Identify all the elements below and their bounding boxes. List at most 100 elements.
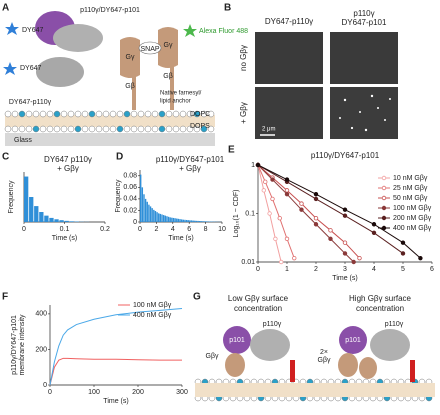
lipid: [186, 125, 194, 133]
marker: [313, 216, 319, 221]
lipid: [172, 125, 180, 133]
column-heading: DY647-p101: [342, 18, 387, 27]
bar: [185, 219, 188, 222]
lipid: [179, 125, 187, 133]
marker: [342, 213, 348, 218]
lipid: [137, 125, 145, 133]
y-tick-label: 0.04: [123, 196, 137, 203]
marker: [270, 177, 275, 182]
lipid: [179, 110, 187, 118]
lipid: [39, 125, 47, 133]
line: [49, 308, 183, 386]
lipid: [74, 125, 82, 133]
lipid: [123, 110, 131, 118]
legend-swatch: [381, 175, 387, 181]
lipid: [53, 110, 61, 118]
lipid: [207, 110, 215, 118]
bar: [205, 221, 207, 222]
diagram-label: DY647-p110γ: [9, 99, 52, 106]
lipid: [130, 125, 138, 133]
bar: [184, 219, 186, 222]
lipid: [172, 110, 180, 118]
legend-swatch: [381, 215, 387, 221]
panel-label: G: [193, 292, 201, 303]
bar: [161, 214, 163, 222]
lipid: [39, 110, 47, 118]
bar: [29, 197, 34, 222]
diagram-label: Gβγ: [318, 357, 331, 364]
y-tick-label: 1: [251, 162, 255, 169]
bar: [208, 221, 211, 222]
lipid: [60, 125, 68, 133]
marker: [351, 259, 356, 265]
lipid: [4, 110, 12, 118]
bar: [69, 221, 74, 222]
bar: [24, 176, 29, 222]
marker: [400, 251, 406, 256]
marker: [299, 201, 304, 206]
panel-label: F: [2, 292, 8, 303]
bar: [190, 220, 193, 222]
diagram-label: Gγ: [164, 42, 173, 49]
panel-label: C: [2, 152, 9, 163]
bar: [148, 204, 150, 222]
lipid: [158, 125, 166, 133]
legend-label: 10 nM Gβγ: [393, 175, 428, 182]
bar: [158, 213, 160, 222]
marker: [371, 230, 377, 236]
chart-title: + Gβγ: [179, 164, 201, 173]
bar: [34, 206, 39, 222]
marker: [299, 207, 304, 212]
chart-title: + Gβγ: [57, 164, 79, 173]
lipid: [53, 125, 61, 133]
marker: [263, 179, 268, 185]
lipid: [193, 110, 201, 118]
x-tick-label: 0.2: [100, 226, 110, 233]
x-tick-label: 3: [343, 266, 347, 273]
lipid: [200, 110, 208, 118]
line: [257, 164, 355, 263]
bar: [203, 221, 206, 222]
bar: [172, 217, 175, 222]
panel-b-images: [255, 32, 398, 139]
x-tick-label: 10: [218, 226, 226, 233]
legend-swatch: [381, 195, 387, 201]
diagram-label: lipid anchor: [160, 99, 191, 105]
bar: [177, 218, 180, 222]
x-tick-label: 0: [256, 266, 260, 273]
chart-title: p110γ/DY647-p101: [311, 151, 380, 160]
chart-title: DY647 p110γ: [44, 155, 92, 164]
diagram-label: Native farnesyl/: [160, 91, 202, 97]
legend-label: 100 nM Gβγ: [393, 205, 432, 212]
bar: [179, 219, 181, 222]
bar: [140, 174, 142, 222]
bar: [167, 216, 170, 222]
legend-swatch: [381, 205, 387, 211]
marker: [357, 255, 362, 261]
bar: [194, 220, 196, 222]
lipid: [116, 125, 124, 133]
y-tick-label: 0.1: [245, 210, 255, 217]
panel-g-art: [195, 326, 435, 397]
y-tick-label: 400: [35, 311, 47, 318]
bar: [162, 215, 165, 222]
lipid: [102, 110, 110, 118]
lipid: [144, 110, 152, 118]
y-axis-label: Frequency: [8, 180, 15, 214]
chart-title: p110γ/DY647-p101: [156, 155, 225, 164]
x-tick-label: 4: [171, 226, 175, 233]
x-tick-label: 2: [314, 266, 318, 273]
diagram-label: p110γ: [263, 321, 282, 328]
marker: [284, 177, 290, 182]
bar: [187, 220, 189, 222]
heading: concentration: [356, 304, 404, 313]
y-tick-label: 0: [133, 219, 137, 226]
y-tick-label: 0: [43, 382, 47, 389]
bar: [202, 221, 204, 222]
lipid: [88, 125, 96, 133]
lipid: [11, 110, 19, 118]
column-heading: DY647-p110γ: [265, 17, 313, 26]
bar: [166, 216, 168, 222]
x-tick-label: 4: [372, 266, 376, 273]
lipid: [25, 125, 33, 133]
